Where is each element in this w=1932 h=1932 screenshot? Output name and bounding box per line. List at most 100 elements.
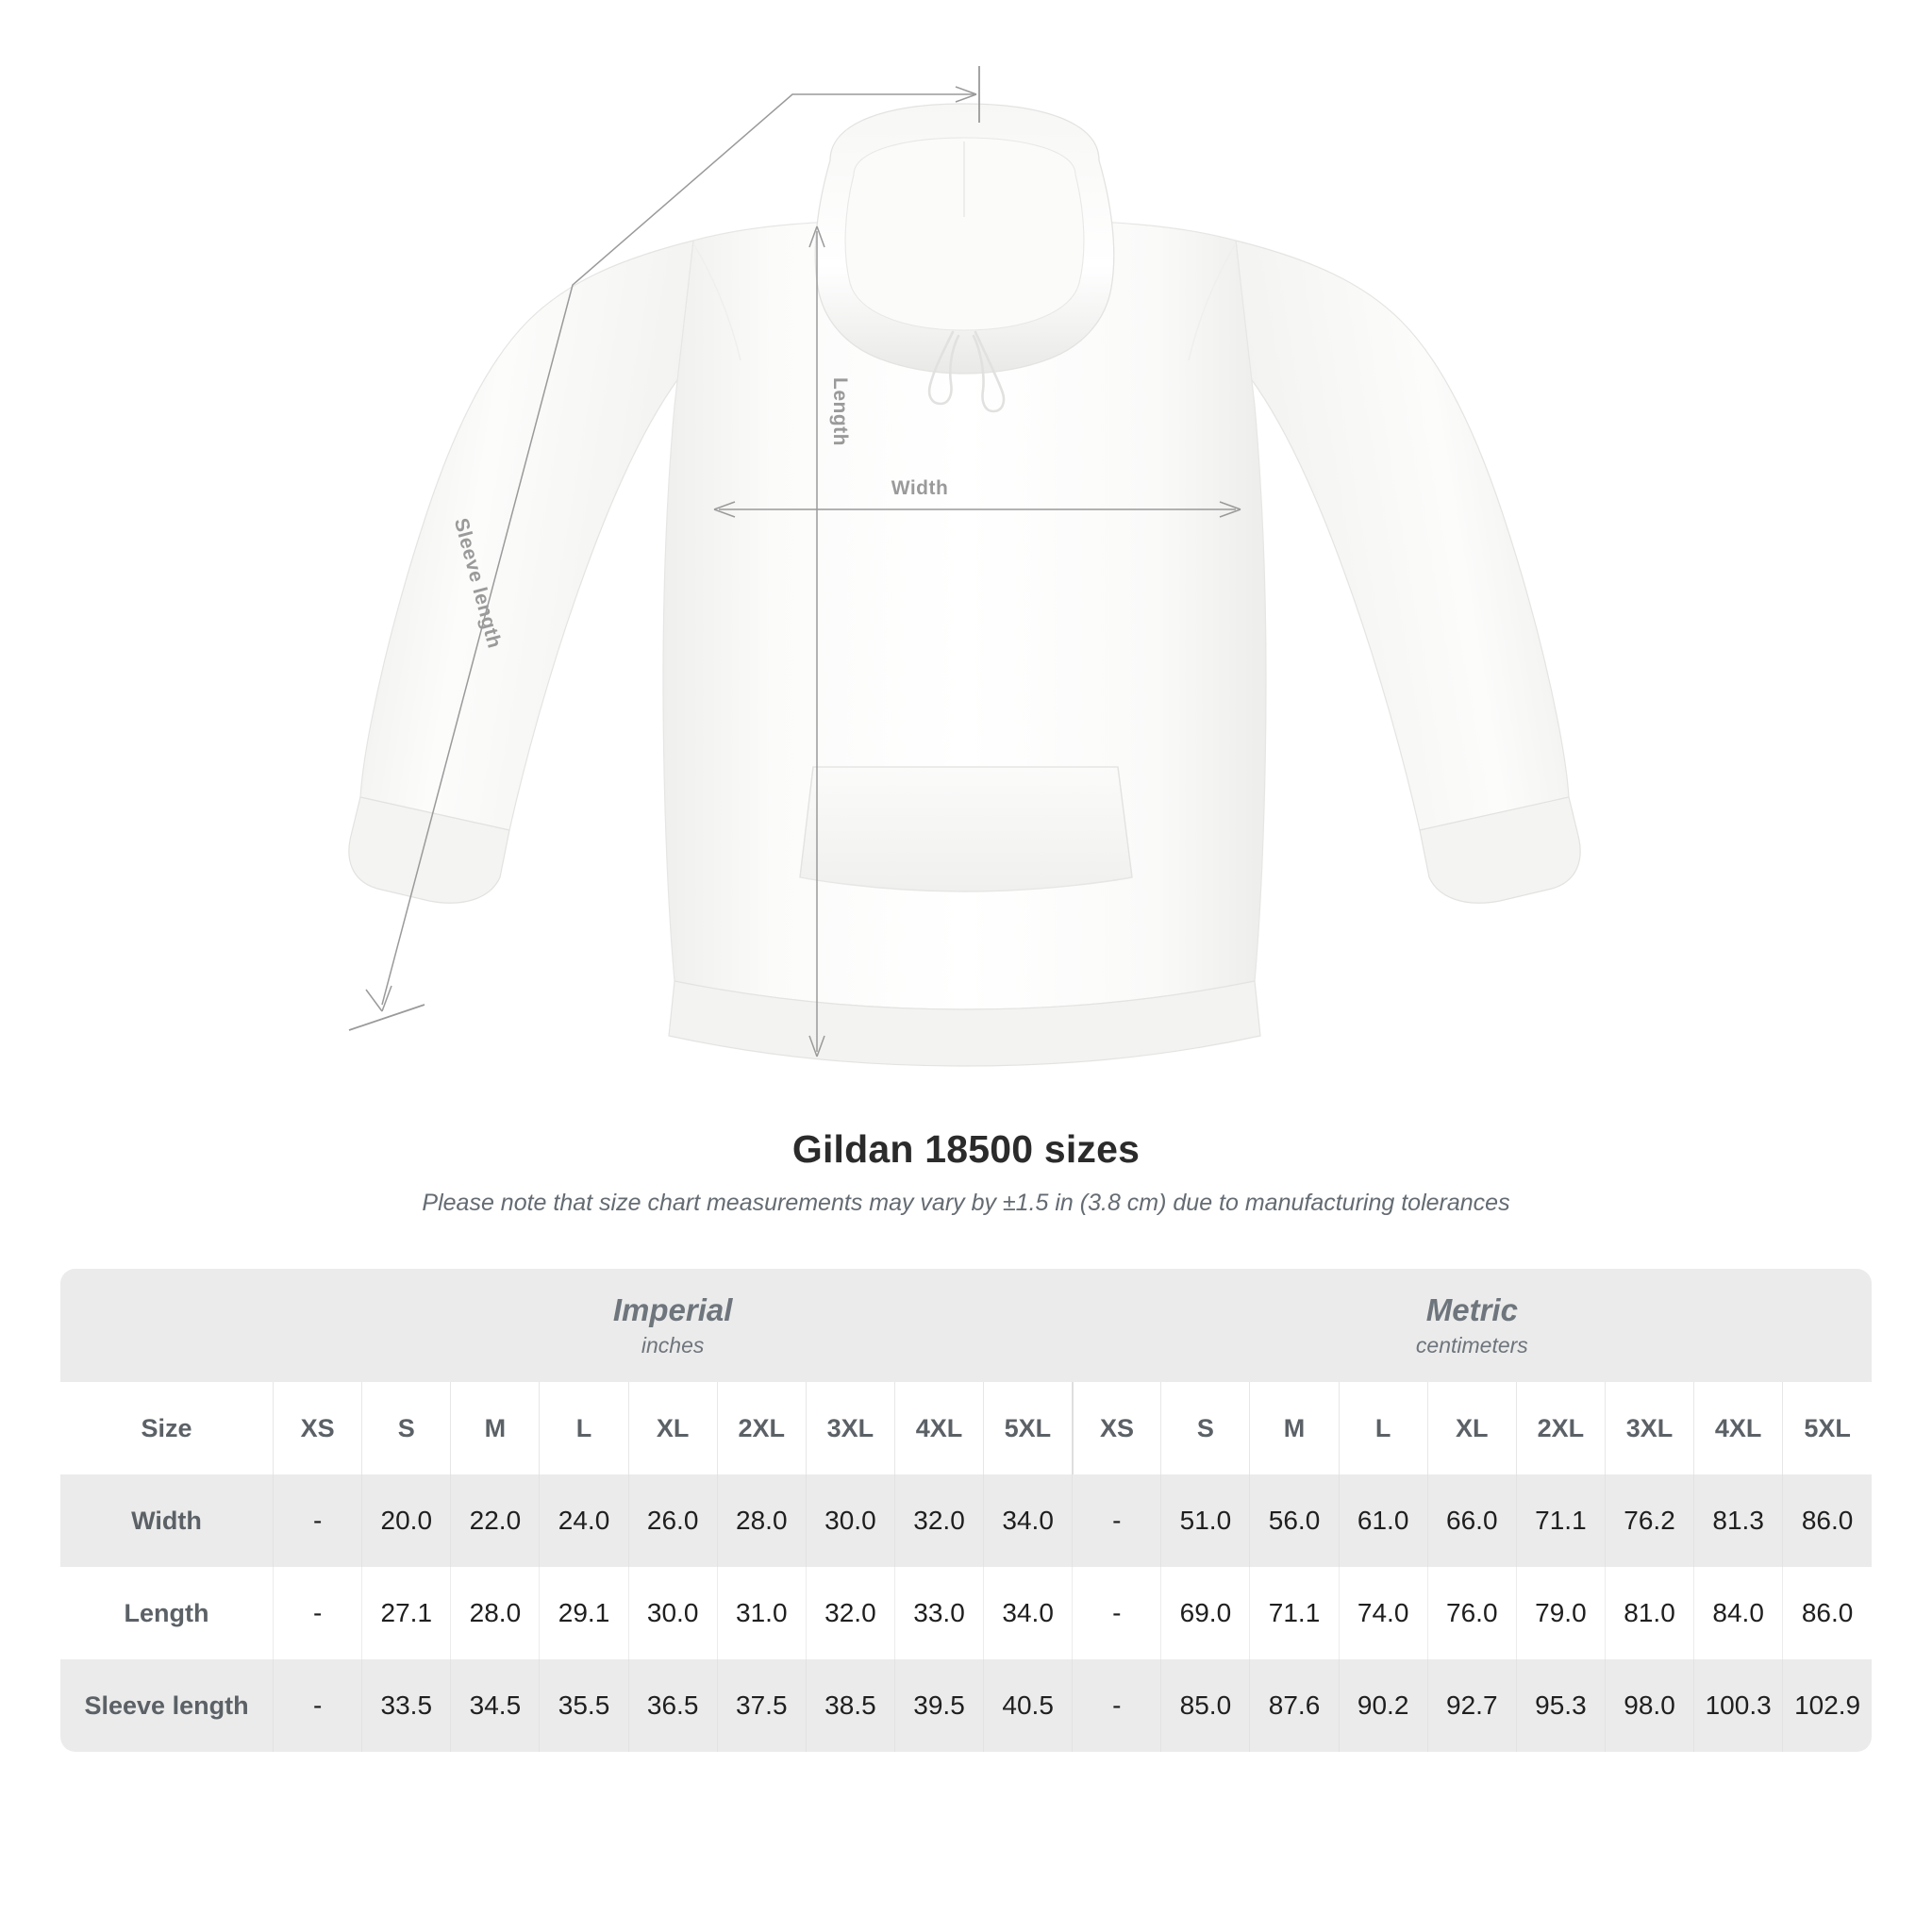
unit-corner-cell [60,1269,274,1382]
cell-sleeve-imperial-3xl: 38.5 [805,1659,895,1752]
size-header-row: Size XS S M L XL 2XL 3XL 4XL 5XL XS S M … [60,1382,1872,1474]
cell-length-imperial-4xl: 33.0 [893,1567,984,1659]
cell-length-metric-xl: 76.0 [1426,1567,1517,1659]
size-header-imperial-5xl: 5XL [983,1382,1073,1474]
cell-length-metric-3xl: 81.0 [1604,1567,1694,1659]
cell-width-metric-2xl: 71.1 [1515,1474,1606,1567]
size-header-metric-xs: XS [1071,1382,1161,1474]
unit-metric-name: Metric [1425,1291,1518,1327]
cell-width-metric-xs: - [1072,1474,1161,1567]
size-table-container: Imperial inches Metric centimeters Size … [60,1269,1872,1752]
cell-width-imperial-xl: 26.0 [627,1474,718,1567]
width-dimension [713,501,1241,518]
cell-sleeve-imperial-l: 35.5 [539,1659,629,1752]
cell-length-metric-l: 74.0 [1338,1567,1428,1659]
cell-length-imperial-l: 29.1 [539,1567,629,1659]
drawstring-right [972,330,1006,413]
cell-sleeve-metric-4xl: 100.3 [1693,1659,1783,1752]
cell-length-imperial-xs: - [273,1567,362,1659]
cell-width-imperial-3xl: 30.0 [805,1474,895,1567]
size-header-metric-4xl: 4XL [1693,1382,1783,1474]
size-header-imperial-4xl: 4XL [893,1382,984,1474]
cell-width-imperial-m: 22.0 [450,1474,540,1567]
unit-imperial-cell: Imperial inches [273,1269,1073,1382]
cell-length-metric-xs: - [1072,1567,1161,1659]
cell-sleeve-imperial-5xl: 40.5 [983,1659,1073,1752]
size-header-imperial-xs: XS [273,1382,362,1474]
cell-length-imperial-2xl: 31.0 [716,1567,807,1659]
cell-length-imperial-3xl: 32.0 [805,1567,895,1659]
length-dimension [808,225,825,1058]
size-header-metric-l: L [1338,1382,1428,1474]
cell-sleeve-imperial-m: 34.5 [450,1659,540,1752]
pocket-left-edge [799,766,814,878]
sleeve-leader-line [381,93,976,1006]
cell-sleeve-metric-2xl: 95.3 [1515,1659,1606,1752]
table-row: Length - 27.1 28.0 29.1 30.0 31.0 32.0 3… [60,1567,1872,1659]
cell-sleeve-imperial-xs: - [273,1659,362,1752]
cell-length-metric-5xl: 86.0 [1782,1567,1872,1659]
unit-imperial-name: Imperial [612,1291,733,1327]
unit-metric-sub: centimeters [1415,1333,1528,1358]
length-label: Length [829,377,851,446]
cell-width-metric-3xl: 76.2 [1604,1474,1694,1567]
row-label-length: Length [60,1567,274,1659]
cell-length-metric-2xl: 79.0 [1515,1567,1606,1659]
size-header-metric-3xl: 3XL [1604,1382,1694,1474]
row-label-sleeve-length: Sleeve length [60,1659,274,1752]
title-block: Gildan 18500 sizes Please note that size… [0,1127,1932,1217]
sleeve-bottom-tick [348,1004,425,1031]
cell-length-imperial-xl: 30.0 [627,1567,718,1659]
size-header-metric-5xl: 5XL [1782,1382,1872,1474]
unit-header-row: Imperial inches Metric centimeters [60,1269,1872,1382]
left-cuff [348,796,510,904]
cell-sleeve-imperial-s: 33.5 [361,1659,451,1752]
page-subtitle: Please note that size chart measurements… [422,1190,1510,1216]
width-arrow-left [713,501,736,518]
cell-sleeve-metric-m: 87.6 [1249,1659,1340,1752]
pocket-right-edge [1117,766,1133,878]
table-row: Sleeve length - 33.5 34.5 35.5 36.5 37.5… [60,1659,1872,1752]
cell-sleeve-imperial-4xl: 39.5 [893,1659,984,1752]
cell-sleeve-metric-xl: 92.7 [1426,1659,1517,1752]
length-arrow-bottom [808,1035,825,1058]
length-arrow-top [808,225,825,248]
size-corner-label: Size [60,1382,274,1474]
cell-sleeve-metric-s: 85.0 [1160,1659,1250,1752]
sleeve-arrow-top [955,86,977,103]
size-header-imperial-xl: XL [627,1382,718,1474]
left-sleeve [359,240,694,831]
cell-sleeve-metric-3xl: 98.0 [1604,1659,1694,1752]
size-header-metric-2xl: 2XL [1515,1382,1606,1474]
row-label-width: Width [60,1474,274,1567]
width-label: Width [891,477,949,499]
cell-width-metric-s: 51.0 [1160,1474,1250,1567]
size-header-metric-m: M [1249,1382,1340,1474]
cell-length-imperial-5xl: 34.0 [983,1567,1073,1659]
size-header-metric-s: S [1160,1382,1250,1474]
cell-width-metric-m: 56.0 [1249,1474,1340,1567]
unit-metric-cell: Metric centimeters [1072,1269,1872,1382]
cell-width-imperial-s: 20.0 [361,1474,451,1567]
size-header-imperial-l: L [539,1382,629,1474]
hood-opening [844,137,1085,331]
right-sleeve [1235,240,1570,831]
cell-width-imperial-4xl: 32.0 [893,1474,984,1567]
table-row: Width - 20.0 22.0 24.0 26.0 28.0 30.0 32… [60,1474,1872,1567]
right-shoulder-seam [1188,242,1237,361]
measurement-annotations [348,66,1241,1058]
cell-sleeve-imperial-2xl: 37.5 [716,1659,807,1752]
page-title: Gildan 18500 sizes [791,1127,1141,1171]
cell-length-imperial-m: 28.0 [450,1567,540,1659]
cell-sleeve-imperial-xl: 36.5 [627,1659,718,1752]
cell-length-imperial-s: 27.1 [361,1567,451,1659]
size-header-metric-xl: XL [1426,1382,1517,1474]
hoodie-garment [348,103,1581,1067]
size-header-imperial-m: M [450,1382,540,1474]
cell-width-imperial-5xl: 34.0 [983,1474,1073,1567]
drawstring-left [927,330,960,406]
left-shoulder-seam [692,242,741,361]
width-arrow-right [1219,501,1241,518]
cell-width-metric-l: 61.0 [1338,1474,1428,1567]
